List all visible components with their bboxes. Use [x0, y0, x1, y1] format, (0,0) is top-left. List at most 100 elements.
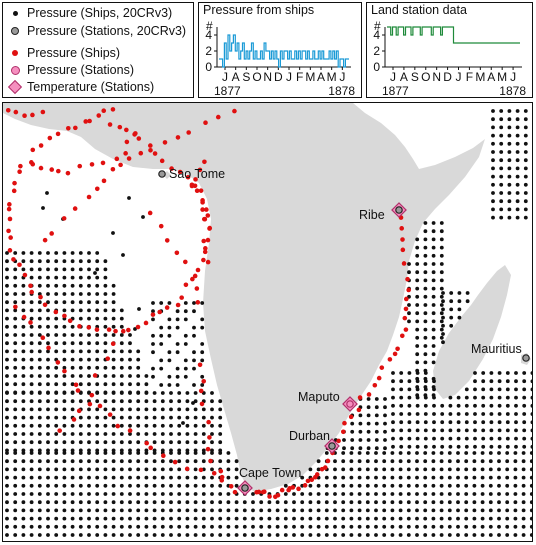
observation-dot — [383, 421, 387, 426]
ship-observation-dot — [183, 282, 189, 288]
ship-observation-dot — [198, 188, 204, 193]
observation-dot — [423, 376, 428, 381]
ship-observation-dot — [198, 467, 204, 473]
observation-dot — [431, 278, 436, 283]
station-mauritius[interactable]: Mauritius — [471, 342, 530, 362]
observation-dot — [514, 412, 518, 416]
ship-observation-dot — [62, 313, 67, 319]
month-label: F — [466, 70, 473, 84]
observation-dot — [349, 516, 354, 521]
observation-dot — [5, 459, 9, 464]
ship-observation-dot — [205, 237, 211, 243]
observation-dot — [275, 516, 280, 521]
observation-dot — [365, 492, 370, 496]
observation-dot — [200, 317, 205, 322]
observation-dot — [160, 492, 165, 496]
observation-dot — [391, 428, 395, 433]
observation-dot — [177, 423, 182, 428]
observation-dot — [283, 516, 288, 521]
observation-dot — [522, 412, 527, 416]
observation-dot — [415, 311, 420, 316]
observation-dot — [423, 428, 428, 433]
observation-dot — [423, 420, 428, 425]
observation-dot — [128, 475, 132, 480]
observation-dot — [128, 399, 132, 404]
observation-dot — [415, 245, 420, 250]
land-africa — [3, 103, 485, 492]
observation-dot — [333, 500, 337, 505]
observation-dot — [505, 533, 510, 537]
observation-dot — [70, 524, 75, 529]
observation-dot — [472, 451, 477, 455]
station-maputo[interactable]: Maputo — [298, 390, 358, 412]
observation-dot — [54, 448, 59, 453]
station-sao-tome[interactable]: Sao Tome — [158, 167, 225, 181]
observation-dot — [103, 341, 108, 346]
observation-dot — [464, 436, 469, 441]
ship-observation-dot — [71, 417, 77, 422]
observation-dot — [136, 415, 141, 420]
observation-dot — [152, 423, 157, 428]
observation-dot — [46, 467, 50, 472]
ship-observation-dot — [201, 378, 207, 384]
observation-dot — [431, 335, 436, 340]
observation-dot — [514, 387, 518, 392]
observation-dot — [29, 316, 34, 321]
observation-dot — [300, 533, 305, 537]
observation-dot — [103, 365, 108, 370]
observation-dot — [54, 382, 59, 387]
observation-dot — [200, 325, 205, 330]
observation-dot — [497, 428, 502, 433]
observation-dot — [87, 292, 91, 296]
observation-dot — [365, 459, 370, 464]
observation-dot — [167, 350, 172, 355]
observation-dot — [111, 390, 116, 395]
observation-dot — [523, 150, 528, 154]
observation-dot — [507, 141, 512, 146]
station-cape-town[interactable]: Cape Town — [237, 466, 301, 496]
observation-dot — [160, 483, 165, 488]
observation-dot — [234, 467, 239, 472]
observation-dot — [324, 475, 329, 480]
observation-dot — [111, 292, 116, 296]
observation-dot — [507, 166, 512, 171]
observation-dot — [390, 451, 395, 455]
month-label: N — [263, 70, 272, 84]
observation-dot — [62, 500, 67, 505]
observation-dot — [21, 259, 26, 264]
observation-dot — [308, 500, 313, 505]
observation-dot — [78, 316, 83, 321]
observation-dot — [491, 191, 495, 195]
observation-dot — [46, 432, 50, 436]
observation-dot — [464, 395, 469, 400]
ship-observation-dot — [144, 440, 149, 446]
ship-observation-dot — [387, 357, 393, 362]
observation-dot — [398, 451, 403, 455]
observation-dot — [480, 451, 485, 455]
ship-observation-dot — [403, 327, 409, 332]
observation-dot — [472, 467, 477, 472]
observation-dot — [111, 467, 116, 472]
ship-observation-dot — [61, 216, 67, 221]
observation-dot — [415, 403, 420, 408]
observation-dot — [21, 451, 26, 455]
ship-observation-dot — [55, 131, 61, 137]
observation-dot — [144, 374, 149, 378]
observation-dot — [423, 278, 428, 283]
observation-dot — [119, 349, 124, 354]
observation-dot — [95, 500, 100, 505]
observation-dot — [530, 403, 532, 408]
observation-dot — [515, 191, 520, 195]
observation-dot — [522, 403, 527, 408]
observation-dot — [95, 483, 100, 488]
observation-dot — [13, 308, 18, 313]
observation-dot — [399, 371, 404, 375]
station-ribe[interactable]: Ribe — [359, 202, 407, 222]
observation-dot — [119, 324, 124, 329]
observation-dot — [439, 524, 444, 529]
observation-dot — [29, 475, 34, 480]
station-durban[interactable]: Durban — [289, 429, 340, 454]
observation-dot — [201, 500, 206, 505]
observation-dot — [87, 459, 91, 464]
ship-observation-dot — [40, 335, 46, 341]
